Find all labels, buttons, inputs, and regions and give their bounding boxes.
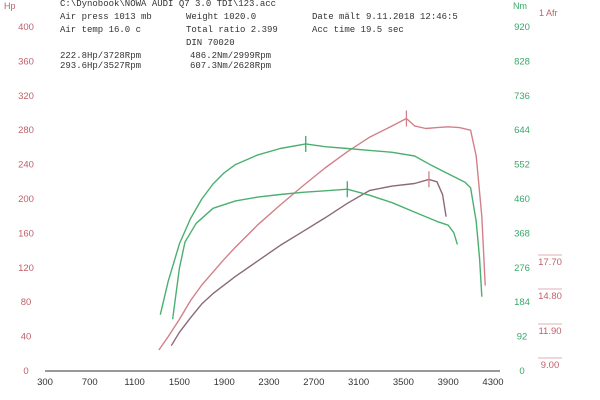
y-left-tick-label: 160 <box>18 228 34 239</box>
nm-axis-title: Nm <box>513 1 527 11</box>
x-tick-label: 3900 <box>438 377 459 388</box>
afr-axis-title: 1 Afr <box>539 8 558 18</box>
x-tick-label: 3100 <box>348 377 369 388</box>
header-weight: Weight 1020.0 <box>186 12 256 22</box>
header-date: Date mält 9.11.2018 12:46:5 <box>312 12 458 22</box>
curve-series-3 <box>159 143 483 315</box>
x-tick-label: 2300 <box>258 377 279 388</box>
power-peak-2: 293.6Hp/3527Rpm <box>60 61 141 71</box>
y-right-tick-label: 92 <box>517 332 528 343</box>
y-left-tick-label: 200 <box>18 194 34 205</box>
x-tick-label: 300 <box>37 377 53 388</box>
header-total-ratio: Total ratio 2.399 <box>186 25 278 35</box>
y-right-tick-label: 828 <box>514 56 530 67</box>
afr-tick-label: 14.80 <box>538 291 562 302</box>
header-acc-time: Acc time 19.5 sec <box>312 25 404 35</box>
y-right-tick-label: 736 <box>514 91 530 102</box>
x-tick-label: 4300 <box>482 377 503 388</box>
y-left-tick-label: 40 <box>21 332 32 343</box>
y-left-tick-label: 80 <box>21 297 32 308</box>
y-right-tick-label: 276 <box>514 263 530 274</box>
y-left-tick-label: 120 <box>18 263 34 274</box>
torque-peak-2: 607.3Nm/2628Rpm <box>190 61 271 71</box>
y-left-tick-label: 320 <box>18 91 34 102</box>
header-air-temp: Air temp 16.0 c <box>60 25 141 35</box>
y-right-tick-label: 368 <box>514 228 530 239</box>
y-right-tick-label: 552 <box>514 160 530 171</box>
afr-tick-label: 11.90 <box>538 326 561 337</box>
y-right-tick-label: 184 <box>514 297 530 308</box>
curve-series-1 <box>158 117 486 351</box>
x-tick-label: 3500 <box>393 377 414 388</box>
y-right-tick-label: 644 <box>514 125 530 136</box>
y-right-tick-label: 920 <box>514 22 530 33</box>
y-right-tick-label: 0 <box>519 366 524 377</box>
curve-series-2 <box>170 178 447 346</box>
y-left-tick-label: 280 <box>18 125 34 136</box>
header-din: DIN 70020 <box>186 38 235 48</box>
hp-axis-title: Hp <box>4 1 16 11</box>
afr-tick-label: 17.70 <box>538 257 562 268</box>
y-left-tick-label: 0 <box>23 366 28 377</box>
y-left-tick-label: 360 <box>18 56 34 67</box>
curve-series-4 <box>172 188 458 320</box>
x-tick-label: 1100 <box>124 377 144 388</box>
y-left-tick-label: 240 <box>18 160 34 171</box>
x-tick-label: 1500 <box>169 377 190 388</box>
x-tick-label: 2700 <box>303 377 324 388</box>
y-right-tick-label: 460 <box>514 194 530 205</box>
afr-tick-label: 9.00 <box>541 360 560 371</box>
torque-peak-1: 486.2Nm/2999Rpm <box>190 51 271 61</box>
power-peak-1: 222.8Hp/3728Rpm <box>60 51 141 61</box>
header-file-path: C:\Dynobook\NOWA AUDI Q7 3.0 TDI\123.acc <box>60 0 276 9</box>
x-tick-label: 700 <box>82 377 98 388</box>
y-left-tick-label: 400 <box>18 22 34 33</box>
header-air-press: Air press 1013 mb <box>60 12 152 22</box>
x-tick-label: 1900 <box>214 377 235 388</box>
